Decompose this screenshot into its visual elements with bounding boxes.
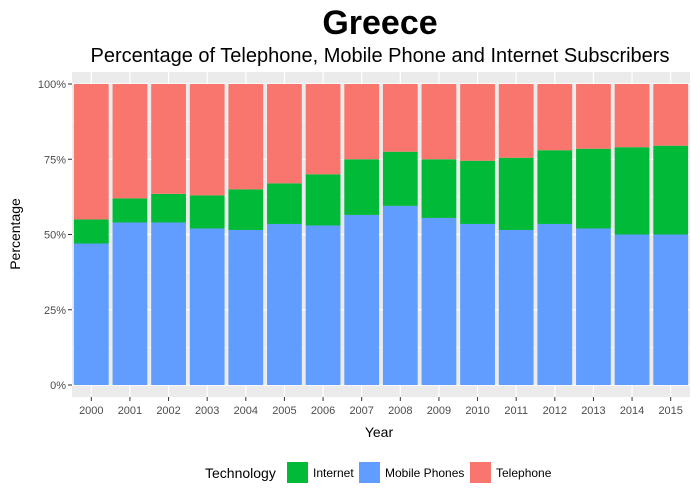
legend-key bbox=[470, 462, 491, 483]
bar-segment bbox=[460, 84, 495, 161]
bar-segment bbox=[151, 84, 186, 194]
legend: Technology Internet Mobile Phones Telephon… bbox=[205, 462, 552, 483]
y-axis-title: Percentage bbox=[7, 198, 23, 270]
y-tick-label: 0% bbox=[50, 380, 66, 392]
bar-segment bbox=[228, 229, 264, 385]
bar-segment bbox=[267, 183, 302, 224]
bar-segment bbox=[267, 223, 302, 385]
legend-key bbox=[359, 462, 380, 483]
bar-segment bbox=[189, 84, 225, 196]
bar-segment bbox=[112, 198, 148, 223]
bar-segment bbox=[344, 159, 380, 215]
x-axis-ticks: 2000 2001 2002 2003 2004 2005 2006 2007 2008 2009… bbox=[79, 397, 683, 417]
x-tick-label: 2002 bbox=[156, 405, 180, 417]
bar-segment bbox=[653, 84, 689, 146]
bar-segment bbox=[73, 243, 109, 385]
bar-segment bbox=[421, 217, 457, 385]
x-axis-title: Year bbox=[365, 424, 394, 440]
bar-segment bbox=[189, 195, 225, 229]
x-tick-label: 2005 bbox=[272, 405, 296, 417]
x-tick-label: 2007 bbox=[349, 405, 373, 417]
bar-segment bbox=[151, 193, 186, 223]
bar-segment bbox=[576, 228, 611, 385]
bar-segment bbox=[537, 150, 573, 224]
bar-segment bbox=[73, 219, 109, 244]
x-tick-label: 2009 bbox=[427, 405, 451, 417]
x-tick-label: 2015 bbox=[658, 405, 682, 417]
y-tick-label: 25% bbox=[44, 305, 66, 317]
bar-segment bbox=[614, 234, 650, 385]
y-axis-ticks: 0% 25% 50% 75% 100% bbox=[38, 79, 72, 392]
bar-segment bbox=[421, 84, 457, 160]
y-tick-label: 50% bbox=[44, 230, 66, 242]
x-tick-label: 2013 bbox=[581, 405, 605, 417]
bars bbox=[73, 84, 689, 385]
bar-segment bbox=[228, 189, 264, 230]
bar-segment bbox=[382, 84, 418, 152]
bar-segment bbox=[305, 225, 341, 385]
bar-segment bbox=[653, 234, 689, 385]
x-tick-label: 2006 bbox=[311, 405, 335, 417]
x-tick-label: 2014 bbox=[620, 405, 644, 417]
x-tick-label: 2000 bbox=[79, 405, 103, 417]
x-tick-label: 2008 bbox=[388, 405, 412, 417]
bar-segment bbox=[498, 157, 534, 230]
bar-segment bbox=[460, 160, 495, 224]
x-tick-label: 2010 bbox=[465, 405, 489, 417]
x-tick-label: 2004 bbox=[234, 405, 258, 417]
bar-segment bbox=[421, 159, 457, 218]
bar-segment bbox=[73, 84, 109, 220]
bar-segment bbox=[112, 222, 148, 385]
chart-title: Greece bbox=[322, 4, 437, 42]
bar-segment bbox=[305, 174, 341, 226]
bar-segment bbox=[537, 84, 573, 151]
legend-key bbox=[287, 462, 308, 483]
bar-segment bbox=[228, 84, 264, 190]
bar-segment bbox=[151, 222, 186, 385]
x-tick-label: 2003 bbox=[195, 405, 219, 417]
y-tick-label: 100% bbox=[38, 79, 66, 91]
bar-segment bbox=[189, 228, 225, 385]
legend-label: Mobile Phones bbox=[385, 466, 464, 480]
bar-segment bbox=[576, 84, 611, 149]
bar-segment bbox=[653, 145, 689, 235]
bar-segment bbox=[344, 84, 380, 160]
bar-segment bbox=[267, 84, 302, 184]
bar-segment bbox=[498, 229, 534, 385]
legend-label: Internet bbox=[313, 466, 354, 480]
x-tick-label: 2011 bbox=[504, 405, 528, 417]
legend-label: Telephone bbox=[496, 466, 552, 480]
x-tick-label: 2001 bbox=[118, 405, 142, 417]
x-tick-label: 2012 bbox=[543, 405, 567, 417]
bar-segment bbox=[498, 84, 534, 158]
y-tick-label: 75% bbox=[44, 154, 66, 166]
bar-segment bbox=[537, 223, 573, 385]
bar-segment bbox=[614, 84, 650, 148]
chart-subtitle: Percentage of Telephone, Mobile Phone an… bbox=[91, 45, 670, 67]
bar-segment bbox=[614, 147, 650, 235]
bar-segment bbox=[112, 84, 148, 199]
legend-title: Technology bbox=[205, 465, 276, 481]
bar-segment bbox=[460, 223, 495, 385]
bar-segment bbox=[576, 148, 611, 229]
bar-segment bbox=[344, 214, 380, 385]
bar-segment bbox=[382, 151, 418, 206]
bar-segment bbox=[382, 205, 418, 385]
bar-segment bbox=[305, 84, 341, 175]
